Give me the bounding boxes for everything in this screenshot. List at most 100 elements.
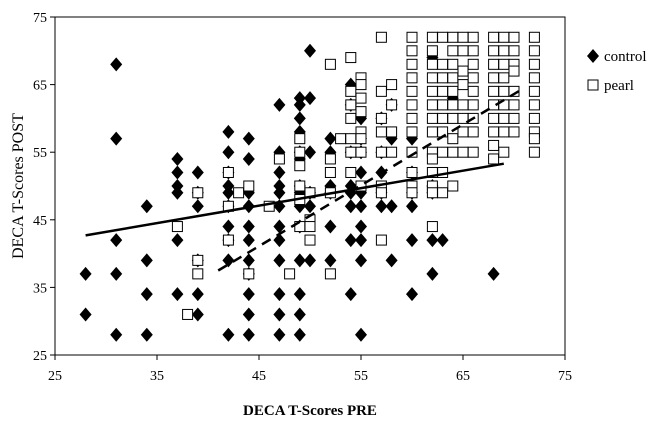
- series-pearl: [171, 31, 540, 320]
- data-point-pearl: [355, 106, 367, 118]
- data-point-pearl: [447, 72, 459, 84]
- data-point-pearl: [488, 126, 500, 138]
- data-point-pearl: [447, 99, 459, 111]
- data-point-pearl: [488, 153, 500, 165]
- data-points: [79, 31, 540, 342]
- data-point-pearl: [324, 166, 336, 178]
- data-point-pearl: [355, 92, 367, 104]
- data-point-pearl: [457, 45, 469, 57]
- data-point-control: [191, 165, 204, 180]
- data-point-pearl: [437, 146, 449, 158]
- data-point-control: [487, 266, 500, 281]
- x-tick-label: 75: [558, 369, 572, 384]
- data-point-pearl: [467, 85, 479, 97]
- y-tick-label: 55: [33, 146, 47, 161]
- data-point-pearl: [273, 153, 285, 165]
- data-point-control: [242, 287, 255, 302]
- data-point-control: [375, 199, 388, 214]
- data-point-pearl: [406, 126, 418, 138]
- data-point-pearl: [528, 58, 540, 70]
- data-point-control: [273, 233, 286, 248]
- data-point-control: [110, 327, 123, 342]
- data-point-pearl: [528, 72, 540, 84]
- data-point-control: [293, 97, 306, 112]
- y-axis: 25 35 45 55 65 75: [33, 11, 55, 364]
- data-point-pearl: [386, 79, 398, 91]
- data-point-control: [304, 253, 316, 268]
- data-point-pearl: [528, 112, 540, 124]
- data-point-pearl: [375, 85, 387, 97]
- y-tick-label: 25: [33, 349, 47, 364]
- data-point-pearl: [498, 72, 510, 84]
- data-point-control: [242, 219, 255, 234]
- y-tick-label: 65: [33, 79, 47, 94]
- data-point-pearl: [192, 254, 204, 266]
- data-point-pearl: [508, 85, 520, 97]
- data-point-pearl: [375, 31, 387, 43]
- data-point-control: [242, 151, 255, 166]
- data-point-control: [304, 43, 316, 58]
- x-axis-title: DECA T-Scores PRE: [243, 403, 377, 419]
- legend: control pearl: [587, 49, 647, 94]
- data-point-control: [140, 327, 153, 342]
- data-point-pearl: [375, 112, 387, 124]
- data-point-pearl: [437, 58, 449, 70]
- data-point-pearl: [375, 187, 387, 199]
- plot-area-frame: [54, 16, 566, 356]
- data-point-pearl: [426, 58, 438, 70]
- data-point-pearl: [498, 112, 510, 124]
- data-point-control: [273, 307, 286, 322]
- data-point-control: [273, 287, 286, 302]
- y-tick-label: 45: [33, 214, 47, 229]
- data-point-control: [436, 233, 449, 248]
- data-point-control: [304, 91, 316, 106]
- data-point-pearl: [467, 72, 479, 84]
- data-point-control: [110, 266, 123, 281]
- data-point-pearl: [447, 58, 459, 70]
- data-point-pearl: [406, 99, 418, 111]
- data-point-control: [355, 219, 367, 234]
- data-point-pearl: [457, 146, 469, 158]
- data-point-pearl: [508, 65, 520, 77]
- data-point-control: [385, 199, 398, 214]
- data-point-control: [355, 253, 367, 268]
- data-point-control: [355, 233, 367, 248]
- data-point-pearl: [488, 58, 500, 70]
- data-point-control: [273, 253, 286, 268]
- data-point-control: [426, 266, 439, 281]
- data-point-pearl: [488, 112, 500, 124]
- data-point-pearl: [406, 72, 418, 84]
- legend-marker-pearl: [587, 79, 599, 91]
- data-point-control: [344, 287, 357, 302]
- data-point-pearl: [488, 45, 500, 57]
- x-axis: 25 35 45 55 65 75: [48, 355, 572, 384]
- data-point-pearl: [345, 99, 357, 111]
- data-point-pearl: [345, 146, 357, 158]
- data-point-control: [293, 287, 306, 302]
- data-point-control: [171, 233, 184, 248]
- x-tick-label: 55: [354, 369, 368, 384]
- data-point-pearl: [304, 234, 316, 246]
- data-point-pearl: [447, 85, 459, 97]
- data-point-pearl: [426, 221, 438, 233]
- data-point-control: [171, 165, 184, 180]
- data-point-control: [406, 287, 418, 302]
- data-point-control: [304, 199, 316, 214]
- data-point-pearl: [406, 31, 418, 43]
- data-point-pearl: [528, 133, 540, 145]
- data-point-control: [171, 185, 184, 200]
- data-point-pearl: [488, 85, 500, 97]
- data-point-control: [293, 307, 306, 322]
- data-point-pearl: [508, 126, 520, 138]
- data-point-pearl: [406, 166, 418, 178]
- data-point-pearl: [498, 58, 510, 70]
- data-point-control: [191, 199, 204, 214]
- data-point-pearl: [498, 45, 510, 57]
- data-point-control: [171, 287, 184, 302]
- data-point-pearl: [437, 99, 449, 111]
- data-point-pearl: [528, 45, 540, 57]
- data-point-pearl: [263, 200, 275, 212]
- data-point-control: [293, 111, 306, 126]
- data-point-pearl: [447, 112, 459, 124]
- data-point-pearl: [508, 31, 520, 43]
